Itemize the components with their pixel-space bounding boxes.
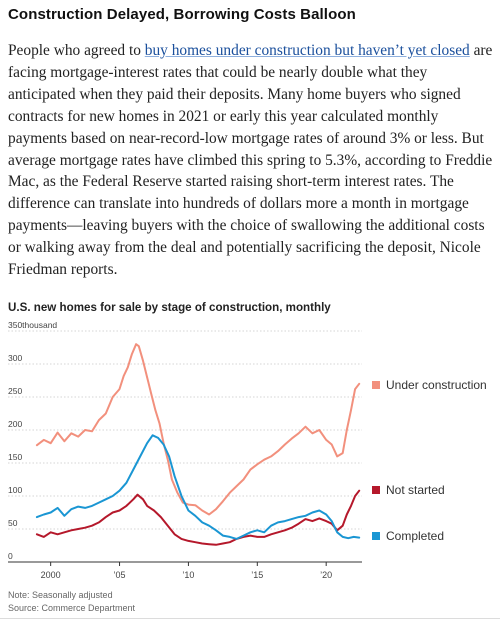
line-chart: 0 50 100 150 200 250 300 350thousand 2000 ’05 ’10 ’…	[8, 320, 487, 580]
series-line-not-started	[35, 489, 361, 546]
article-body: People who agreed to buy homes under con…	[8, 40, 496, 281]
bottom-divider	[0, 618, 500, 619]
body-text-lead: People who agreed to	[8, 42, 145, 59]
series-line-completed	[35, 434, 361, 540]
y-tick-label: 50	[8, 518, 18, 528]
x-tick-label: ’15	[251, 570, 263, 580]
x-tick-label: ’10	[182, 570, 194, 580]
legend-label-not-started: Not started	[386, 483, 445, 497]
y-tick-label: 150	[8, 452, 22, 462]
y-tick-label: 300	[8, 353, 22, 363]
note-seasonally-adjusted: Note: Seasonally adjusted	[8, 590, 113, 600]
source-note: Source: Commerce Department	[8, 603, 136, 613]
x-tick-label: 2000	[41, 570, 61, 580]
legend-label-completed: Completed	[386, 529, 444, 543]
x-tick-label: ’20	[320, 570, 332, 580]
article-link[interactable]: buy homes under construction but haven’t…	[144, 42, 470, 59]
legend-swatch-not-started	[372, 486, 380, 494]
headline: Construction Delayed, Borrowing Costs Ba…	[8, 6, 356, 23]
chart-title: U.S. new homes for sale by stage of cons…	[8, 301, 331, 314]
y-tick-label-top: 350thousand	[8, 320, 57, 330]
legend-label-under-construction: Under construction	[386, 378, 487, 392]
y-tick-label: 0	[8, 551, 13, 561]
legend-swatch-under-construction	[372, 381, 380, 389]
y-tick-label: 250	[8, 386, 22, 396]
y-tick-label: 100	[8, 485, 22, 495]
series-line-under-construction	[35, 343, 361, 516]
x-tick-label: ’05	[114, 570, 126, 580]
legend-swatch-completed	[372, 532, 380, 540]
y-tick-label: 200	[8, 419, 22, 429]
body-text-rest: are facing mortgage-interest rates that …	[8, 42, 493, 279]
